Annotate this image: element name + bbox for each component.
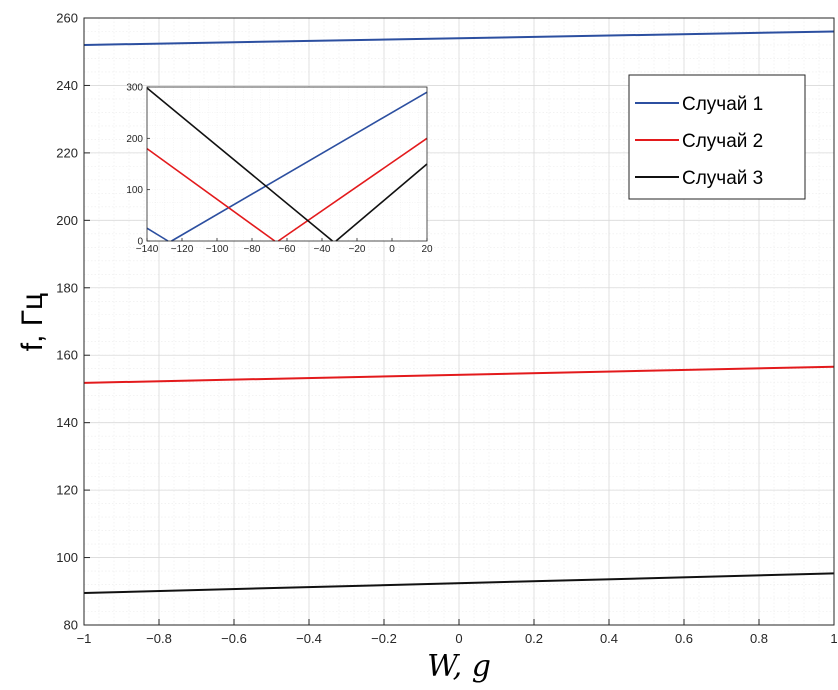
inset-series-3-segment-2 (335, 163, 428, 242)
inset-x-tick-label: 0 (389, 244, 395, 255)
y-tick-label: 140 (56, 415, 78, 430)
legend-label-series-3: Случай 3 (682, 168, 763, 189)
x-tick-label: −0.8 (146, 631, 172, 646)
inset-x-tick-label: −20 (349, 244, 366, 255)
y-tick-label: 260 (56, 11, 78, 26)
y-tick-label: 160 (56, 348, 78, 363)
inset-x-tick-label: −40 (314, 244, 331, 255)
inset-series-2-segment-2 (277, 137, 428, 242)
x-tick-label: 0 (455, 631, 462, 646)
legend-box (628, 74, 806, 200)
y-tick-label: 240 (56, 78, 78, 93)
inset-x-tick-label: −140 (136, 244, 159, 255)
legend-label-series-2: Случай 2 (682, 131, 763, 152)
x-tick-label: −1 (77, 631, 92, 646)
inset-series-1-segment-1 (146, 227, 169, 242)
inset-x-tick-label: −80 (244, 244, 261, 255)
y-tick-label: 100 (56, 550, 78, 565)
x-tick-label: −0.2 (371, 631, 397, 646)
y-tick-label: 200 (56, 213, 78, 228)
inset-y-tick-label: 200 (126, 134, 143, 145)
y-axis-label: f, Гц (16, 293, 49, 351)
x-tick-label: −0.6 (221, 631, 247, 646)
legend-label-series-1: Случай 1 (682, 94, 763, 115)
inset-x-tick-label: −100 (206, 244, 229, 255)
main-ticks: −1 −0.8 −0.6 −0.4 −0.2 0 0.2 0.4 0.6 0.8 180100120… (56, 11, 837, 647)
x-tick-label: 0.4 (600, 631, 618, 646)
inset-series-group (146, 87, 428, 242)
inset-x-tick-label: −60 (279, 244, 296, 255)
inset-y-tick-label: 300 (126, 83, 143, 94)
series-line-1 (83, 30, 835, 46)
inset-y-tick-label: 0 (137, 237, 143, 248)
inset-series-1-segment-2 (171, 91, 428, 242)
series-line-2 (83, 365, 835, 384)
series-line-3 (83, 572, 835, 594)
main-series-group (83, 30, 835, 594)
y-tick-label: 120 (56, 483, 78, 498)
inset-x-tick-label: 20 (421, 244, 433, 255)
x-tick-label: 0.2 (525, 631, 543, 646)
x-axis-label: W, g (427, 649, 491, 684)
y-tick-label: 80 (64, 618, 78, 633)
inset-series-3-segment-1 (146, 87, 334, 242)
x-tick-label: 0.6 (675, 631, 693, 646)
x-tick-label: −0.4 (296, 631, 322, 646)
inset-x-tick-label: −120 (171, 244, 194, 255)
y-tick-label: 220 (56, 145, 78, 160)
inset-y-tick-label: 100 (126, 185, 143, 196)
legend: Случай 1 Случай 2 Случай 3 (628, 74, 806, 200)
x-tick-label: 0.8 (750, 631, 768, 646)
y-tick-label: 180 (56, 280, 78, 295)
x-tick-label: 1 (830, 631, 837, 646)
inset-series-2-segment-1 (146, 147, 276, 242)
